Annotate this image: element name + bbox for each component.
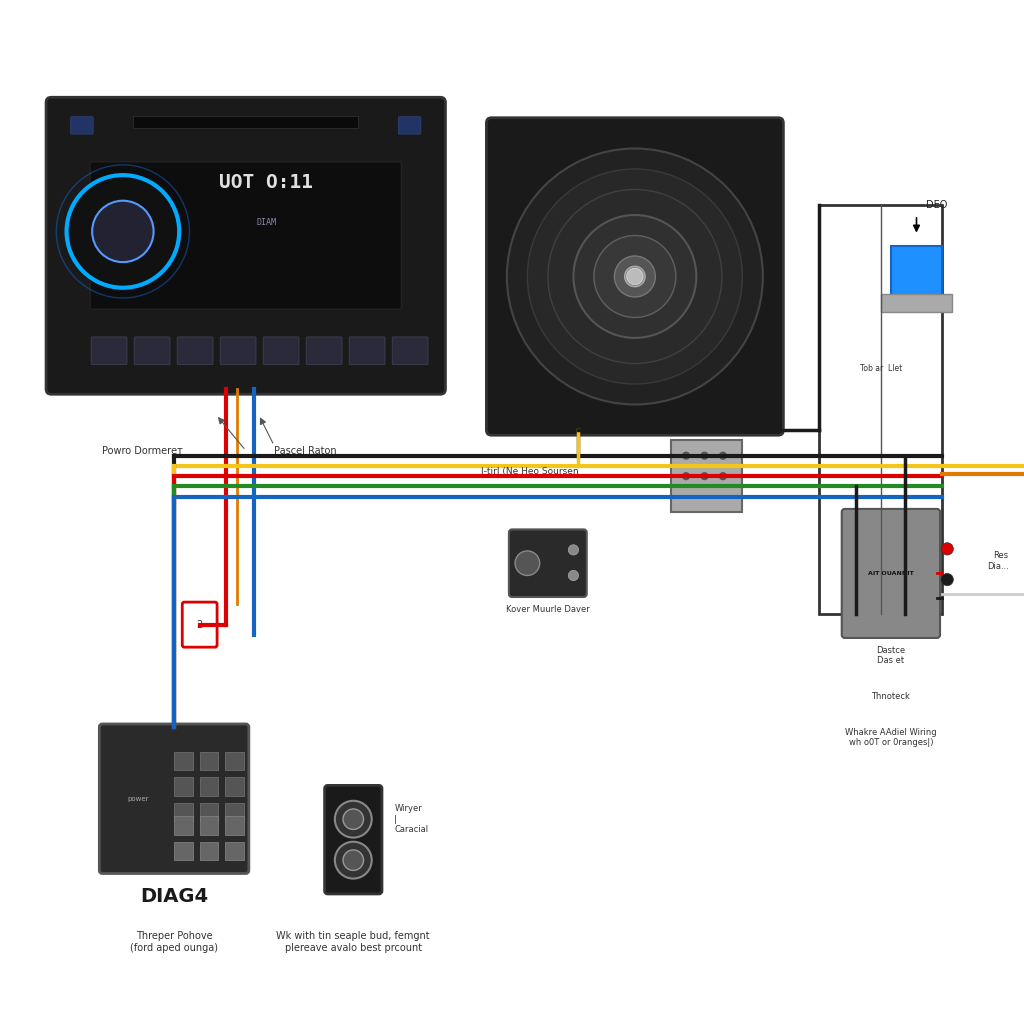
Text: Thnoteck: Thnoteck <box>871 692 910 700</box>
Bar <box>225 752 244 770</box>
Circle shape <box>682 452 690 460</box>
Circle shape <box>614 256 655 297</box>
FancyBboxPatch shape <box>842 509 940 638</box>
Text: Whakre AAdiel Wiring
wh o0T or 0ranges|): Whakre AAdiel Wiring wh o0T or 0ranges|) <box>845 728 937 746</box>
Bar <box>200 842 218 860</box>
Text: UOT O:11: UOT O:11 <box>219 173 313 193</box>
Circle shape <box>335 842 372 879</box>
Text: Wk with tin seaple bud, femgnt
plereave avalo best prcount: Wk with tin seaple bud, femgnt plereave … <box>276 931 430 953</box>
Bar <box>174 816 193 835</box>
Circle shape <box>625 266 645 287</box>
Text: 2: 2 <box>197 620 203 630</box>
FancyBboxPatch shape <box>398 117 421 134</box>
Bar <box>891 246 942 297</box>
Circle shape <box>719 472 727 480</box>
Bar <box>174 752 193 770</box>
Bar <box>819 205 942 614</box>
Bar <box>200 752 218 770</box>
FancyBboxPatch shape <box>177 337 213 365</box>
FancyBboxPatch shape <box>325 785 382 894</box>
Text: l-tirl (Ne Heo Soursen: l-tirl (Ne Heo Soursen <box>481 467 579 475</box>
Bar <box>174 842 193 860</box>
Circle shape <box>92 201 154 262</box>
Bar <box>225 816 244 835</box>
FancyBboxPatch shape <box>509 529 587 597</box>
Circle shape <box>627 268 643 285</box>
Text: AIT OUANNIT: AIT OUANNIT <box>868 571 913 575</box>
Circle shape <box>568 545 579 555</box>
Circle shape <box>335 801 372 838</box>
Bar <box>200 816 218 835</box>
Circle shape <box>594 236 676 317</box>
Text: Tob ar  Llet: Tob ar Llet <box>859 365 902 373</box>
Text: Wiryer
|
Caracial: Wiryer | Caracial <box>394 804 428 835</box>
Circle shape <box>515 551 540 575</box>
Text: DEO: DEO <box>927 200 947 210</box>
Bar <box>133 116 358 128</box>
Circle shape <box>941 573 953 586</box>
FancyBboxPatch shape <box>349 337 385 365</box>
Bar <box>225 803 244 821</box>
Text: Kover Muurle Daver: Kover Muurle Daver <box>506 605 590 613</box>
FancyBboxPatch shape <box>134 337 170 365</box>
Bar <box>174 803 193 821</box>
Text: Threper Pohove
(ford aped ounga): Threper Pohove (ford aped ounga) <box>130 931 218 953</box>
Circle shape <box>527 169 742 384</box>
Bar <box>200 777 218 796</box>
FancyBboxPatch shape <box>99 724 249 873</box>
Circle shape <box>67 175 179 288</box>
Text: DIAM: DIAM <box>256 218 276 227</box>
FancyBboxPatch shape <box>91 337 127 365</box>
Circle shape <box>507 148 763 404</box>
Circle shape <box>568 570 579 581</box>
Bar <box>881 294 952 312</box>
Bar <box>225 842 244 860</box>
Circle shape <box>573 215 696 338</box>
Circle shape <box>719 452 727 460</box>
Circle shape <box>343 850 364 870</box>
FancyBboxPatch shape <box>263 337 299 365</box>
FancyBboxPatch shape <box>220 337 256 365</box>
FancyBboxPatch shape <box>46 97 445 394</box>
Circle shape <box>548 189 722 364</box>
Text: power: power <box>128 796 148 802</box>
FancyBboxPatch shape <box>71 117 93 134</box>
Circle shape <box>343 809 364 829</box>
Text: DIAG4: DIAG4 <box>140 887 208 905</box>
Bar <box>200 803 218 821</box>
Circle shape <box>700 472 709 480</box>
FancyBboxPatch shape <box>182 602 217 647</box>
Text: Res
Dia...: Res Dia... <box>987 552 1009 570</box>
Bar <box>174 777 193 796</box>
Circle shape <box>682 472 690 480</box>
FancyBboxPatch shape <box>392 337 428 365</box>
Text: Pascel Raton: Pascel Raton <box>274 445 337 456</box>
FancyBboxPatch shape <box>90 162 401 309</box>
Bar <box>671 440 742 512</box>
Bar <box>225 777 244 796</box>
Circle shape <box>700 452 709 460</box>
Text: Powro Dormerет: Powro Dormerет <box>102 445 183 456</box>
Circle shape <box>941 543 953 555</box>
FancyBboxPatch shape <box>306 337 342 365</box>
FancyBboxPatch shape <box>486 118 783 435</box>
Text: Dastce
Das et: Dastce Das et <box>877 646 905 665</box>
